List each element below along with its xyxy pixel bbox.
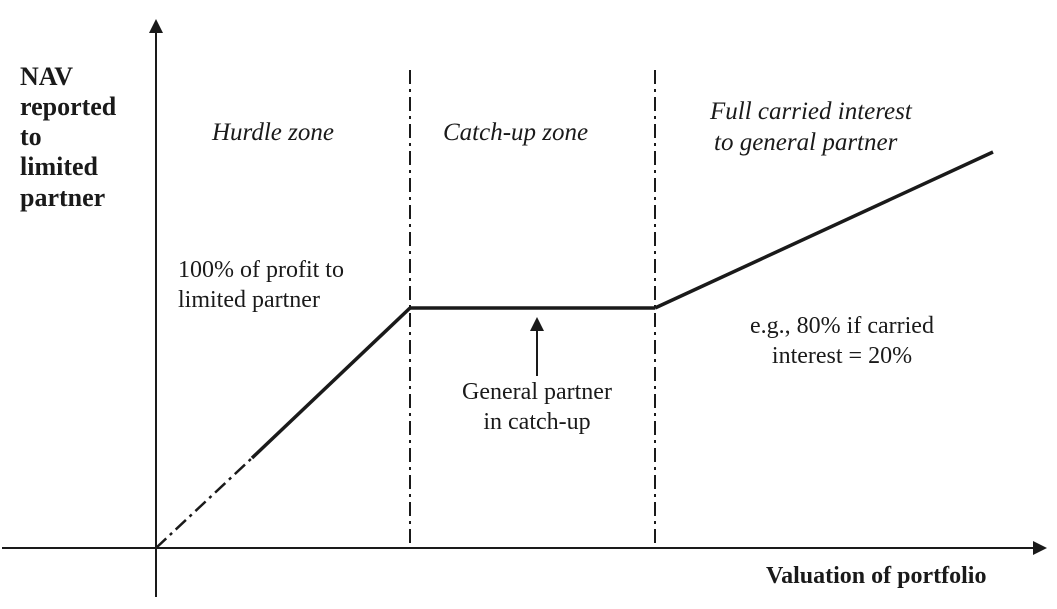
full-carry-zone-label-line: to general partner — [714, 129, 898, 157]
full-carry-zone-label: Full carried interest to general partner — [710, 96, 912, 159]
x-axis-label: Valuation of portfolio — [766, 563, 987, 589]
y-axis-label-line: NAV — [20, 62, 73, 91]
hurdle-zone-label: Hurdle zone — [212, 119, 334, 146]
y-axis-label-line: partner — [20, 182, 106, 212]
catchup-annotation: General partner in catch-up — [432, 378, 642, 437]
full-carry-annotation-line: e.g., 80% if carried — [750, 313, 934, 339]
nav-curve-hurdle-segment — [250, 306, 412, 460]
y-axis-label-line: reported — [20, 92, 117, 122]
hurdle-annotation-line: 100% of profit to — [178, 257, 344, 283]
y-axis-label-line: limited — [20, 152, 98, 182]
catchup-zone-label: Catch-up zone — [443, 119, 589, 146]
full-carry-annotation-line: interest = 20% — [771, 342, 913, 369]
catchup-annotation-line: in catch-up — [483, 408, 591, 435]
y-axis-label: NAV reported to limited partner — [20, 62, 116, 213]
y-axis-label-line: to — [20, 122, 42, 152]
full-carry-annotation: e.g., 80% if carried interest = 20% — [718, 312, 966, 371]
full-carry-zone-label-line: Full carried interest — [710, 98, 912, 125]
catchup-annotation-line: General partner — [462, 379, 612, 405]
nav-curve-dashed-start — [155, 457, 253, 549]
hurdle-annotation-line: limited partner — [178, 286, 320, 313]
nav-curve-fullcarry-segment — [654, 150, 994, 310]
hurdle-annotation: 100% of profit to limited partner — [178, 256, 344, 315]
